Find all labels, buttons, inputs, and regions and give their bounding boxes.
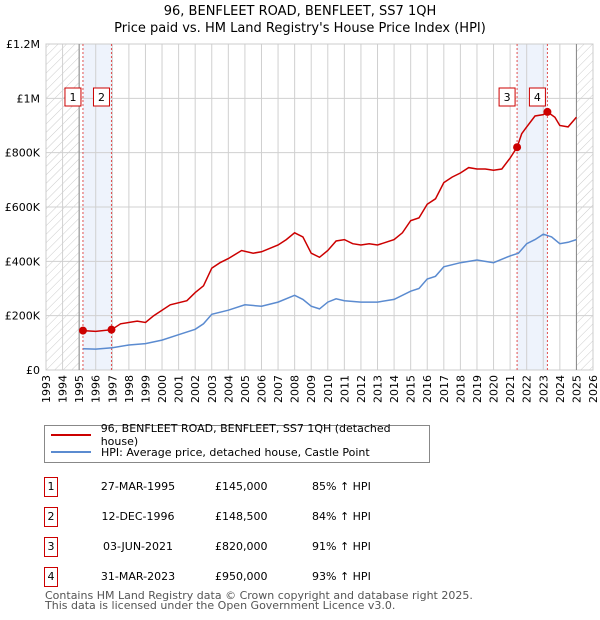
x-tick-label: 2003: [206, 375, 219, 403]
legend-swatch-blue: [51, 451, 91, 453]
sale-price: £950,000: [215, 570, 268, 583]
sale-price: £148,500: [215, 510, 268, 523]
sale-date: 03-JUN-2021: [102, 540, 174, 553]
sale-date: 31-MAR-2023: [100, 570, 176, 583]
legend-item-property: 96, BENFLEET ROAD, BENFLEET, SS7 1QH (de…: [45, 422, 429, 448]
x-tick-label: 1998: [123, 375, 136, 403]
x-tick-label: 2012: [355, 375, 368, 403]
x-tick-label: 2017: [438, 375, 451, 403]
x-tick-label: 1997: [106, 375, 119, 403]
sale-hpi-diff: 85% ↑ HPI: [312, 480, 371, 493]
sale-number: 2: [44, 507, 58, 527]
x-tick-label: 2020: [488, 375, 501, 403]
x-tick-label: 2026: [587, 375, 600, 403]
sale-hpi-diff: 93% ↑ HPI: [312, 570, 371, 583]
sale-hpi-diff: 91% ↑ HPI: [312, 540, 371, 553]
x-tick-label: 2021: [504, 375, 517, 403]
sale-number: 4: [44, 567, 58, 587]
plot-frame: [45, 43, 594, 371]
x-tick-label: 1996: [90, 375, 103, 403]
sale-number: 1: [44, 477, 58, 497]
x-tick-label: 2011: [338, 375, 351, 403]
footer: Contains HM Land Registry data © Crown c…: [45, 589, 473, 612]
legend: 96, BENFLEET ROAD, BENFLEET, SS7 1QH (de…: [44, 422, 430, 463]
x-tick-label: 2005: [239, 375, 252, 403]
legend-item-hpi: HPI: Average price, detached house, Cast…: [45, 444, 370, 460]
chart-subtitle: Price paid vs. HM Land Registry's House …: [114, 21, 486, 36]
x-tick-label: 2004: [222, 375, 235, 403]
sale-date: 27-MAR-1995: [100, 480, 176, 493]
legend-swatch-red: [51, 434, 91, 436]
sale-price: £145,000: [215, 480, 268, 493]
x-tick-label: 2015: [405, 375, 418, 403]
x-tick-label: 2009: [305, 375, 318, 403]
sale-number: 3: [44, 537, 58, 557]
legend-label: 96, BENFLEET ROAD, BENFLEET, SS7 1QH (de…: [100, 422, 391, 448]
y-tick-label: £1M: [17, 92, 41, 105]
x-tick-label: 2025: [570, 375, 583, 403]
x-tick-label: 1994: [57, 375, 70, 403]
price-paid-line: [82, 110, 577, 333]
sale-point: [543, 107, 552, 116]
x-tick-label: 2010: [322, 375, 335, 403]
x-tick-label: 1993: [40, 375, 53, 403]
x-tick-label: 1995: [73, 375, 86, 403]
hpi-line: [82, 233, 577, 350]
x-tick-label: 2001: [173, 375, 186, 403]
x-tick-label: 2023: [537, 375, 550, 403]
sale-hpi-diff: 84% ↑ HPI: [312, 510, 371, 523]
sale-label: 2: [98, 91, 105, 104]
sale-label: 1: [69, 91, 76, 104]
sale-label-box: [64, 87, 82, 107]
sale-price: £820,000: [215, 540, 268, 553]
y-tick-label: £400K: [5, 255, 41, 268]
x-tick-label: 2019: [471, 375, 484, 403]
sale-point: [107, 325, 116, 334]
x-tick-label: 2013: [372, 375, 385, 403]
x-tick-label: 2024: [554, 375, 567, 403]
footer-line: This data is licensed under the Open Gov…: [45, 599, 396, 612]
x-tick-label: 2018: [454, 375, 467, 403]
x-tick-label: 2002: [189, 375, 202, 403]
y-tick-label: £600K: [5, 201, 41, 214]
sale-point: [513, 143, 522, 152]
y-tick-label: £0: [26, 364, 40, 377]
y-tick-label: £200K: [5, 310, 41, 323]
sale-label: 4: [534, 91, 541, 104]
x-tick-label: 2008: [289, 375, 302, 403]
sale-label-box: [498, 87, 516, 107]
footer-line: Contains HM Land Registry data © Crown c…: [45, 589, 473, 602]
x-tick-label: 2000: [156, 375, 169, 403]
sale-label: 3: [504, 91, 511, 104]
price-chart: 1993 1994 1995 1996 1997 1998 1999 2000 2001 2002…: [5, 38, 600, 403]
x-tick-label: 2006: [255, 375, 268, 403]
sale-point: [78, 326, 87, 335]
x-tick-label: 2022: [521, 375, 534, 403]
sale-date: 12-DEC-1996: [101, 510, 175, 523]
legend-label: HPI: Average price, detached house, Cast…: [101, 445, 370, 459]
sale-label-box: [528, 87, 546, 107]
x-tick-label: 2007: [272, 375, 285, 403]
x-tick-label: 2014: [388, 375, 401, 403]
x-tick-label: 2016: [421, 375, 434, 403]
x-tick-label: 1999: [139, 375, 152, 403]
y-tick-label: £1.2M: [6, 38, 40, 51]
sale-label-box: [92, 87, 110, 107]
y-tick-label: £800K: [5, 147, 41, 160]
chart-title: 96, BENFLEET ROAD, BENFLEET, SS7 1QH: [163, 4, 437, 19]
